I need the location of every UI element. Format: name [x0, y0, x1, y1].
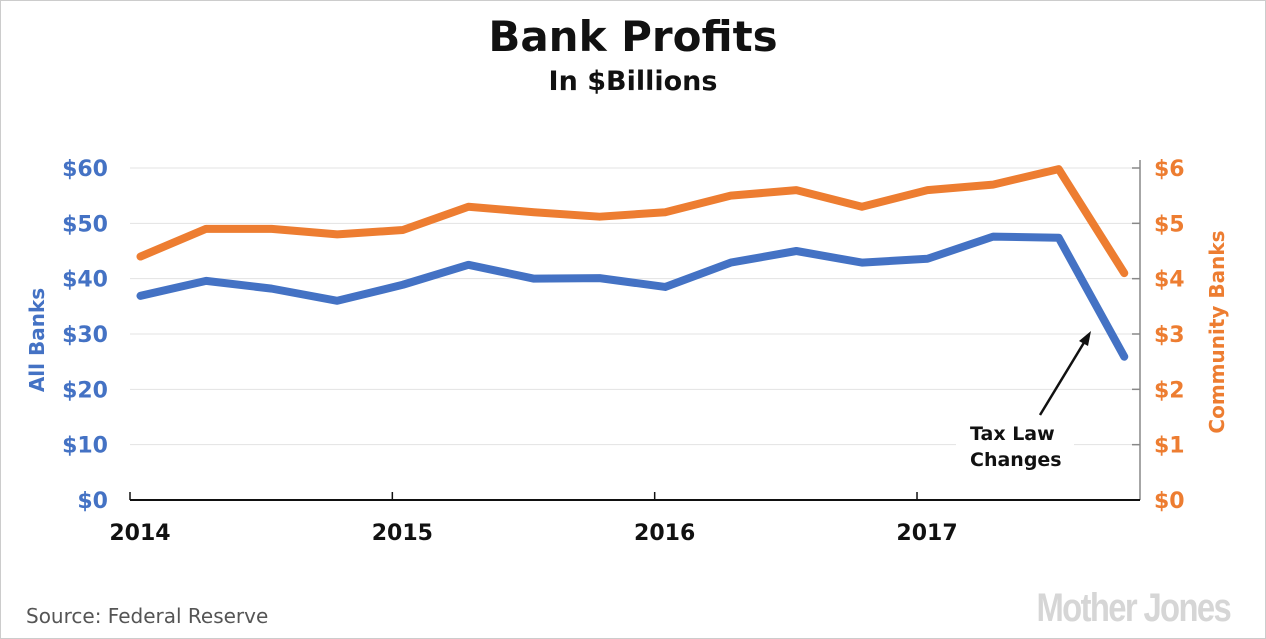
- left-tick-label: $20: [62, 378, 108, 403]
- series-line-all-banks: [136, 232, 1129, 361]
- annotation-arrow: [1038, 335, 1090, 416]
- annotation-arrowhead: [1079, 331, 1091, 346]
- series-line-community-banks: [136, 165, 1129, 278]
- chart-title: Bank Profits: [488, 12, 778, 61]
- left-tick-label: $50: [62, 212, 108, 237]
- right-tick-label: $5: [1154, 212, 1185, 237]
- right-tick-label: $4: [1154, 268, 1185, 293]
- x-tick-label: 2014: [109, 521, 170, 546]
- left-tick-label: $30: [62, 323, 108, 348]
- annotation-line1: Tax Law: [970, 423, 1055, 445]
- right-tick-label: $0: [1154, 489, 1185, 514]
- right-tick-label: $1: [1154, 434, 1185, 459]
- source-note: Source: Federal Reserve: [26, 604, 269, 628]
- x-tick-label: 2016: [634, 521, 695, 546]
- chart-subtitle: In $Billions: [548, 66, 718, 97]
- left-axis-label: All Banks: [25, 288, 49, 392]
- right-axis-label: Community Banks: [1205, 230, 1229, 433]
- left-tick-label: $0: [77, 489, 108, 514]
- x-tick-label: 2017: [896, 521, 957, 546]
- x-tick-label: 2015: [372, 521, 433, 546]
- left-tick-label: $60: [62, 157, 108, 182]
- mother-jones-logo: Mother Jones: [1036, 586, 1231, 630]
- right-tick-label: $3: [1154, 323, 1185, 348]
- annotation-line2: Changes: [970, 449, 1062, 471]
- left-tick-label: $10: [62, 434, 108, 459]
- annotation: Tax Law Changes: [956, 331, 1091, 474]
- right-tick-label: $6: [1154, 157, 1185, 182]
- right-tick-label: $2: [1154, 378, 1185, 403]
- left-tick-label: $40: [62, 268, 108, 293]
